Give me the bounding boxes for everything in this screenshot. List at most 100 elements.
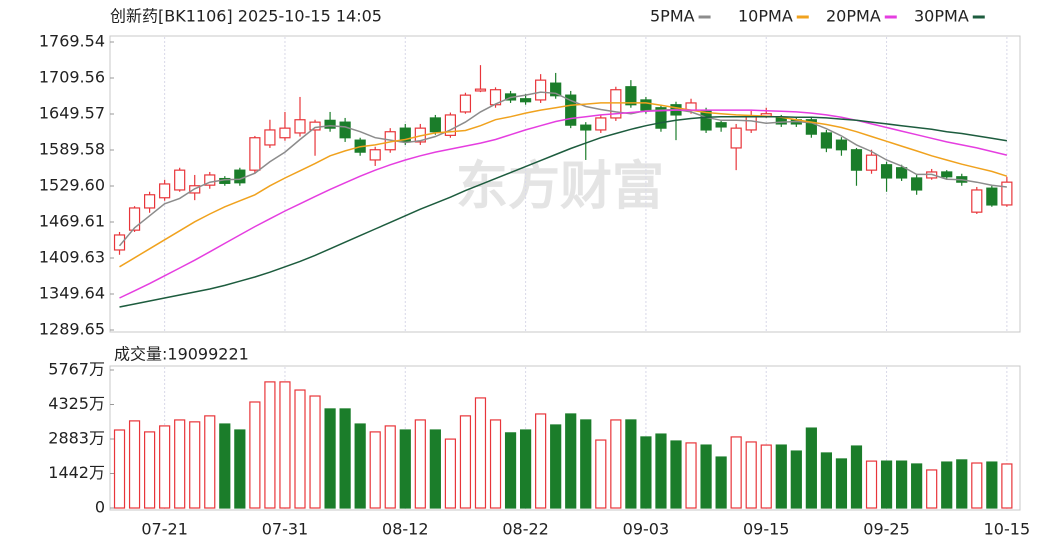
volume-bar — [760, 444, 772, 509]
candle-body — [264, 129, 276, 146]
candle-body — [730, 127, 742, 149]
volume-bar — [504, 432, 517, 509]
volume-bar — [745, 441, 757, 509]
volume-bar — [775, 444, 787, 509]
candle-body — [911, 177, 923, 191]
candle-body — [204, 174, 216, 186]
candle-body — [850, 149, 863, 171]
volume-bar — [384, 425, 396, 509]
x-tick-label: 10-15 — [984, 520, 1031, 539]
candle-body — [595, 117, 607, 131]
volume-bar — [700, 444, 712, 509]
volume-bar — [174, 419, 186, 509]
candle-body — [941, 171, 953, 178]
volume-bar — [1001, 463, 1013, 509]
volume-bar — [730, 436, 742, 509]
x-tick-label: 09-15 — [743, 520, 790, 539]
candle-body — [535, 79, 547, 101]
volume-bar — [880, 460, 893, 509]
y-tick-label: 5767万 — [48, 360, 105, 379]
volume-bar — [309, 395, 321, 509]
legend-label: 5PMA — [650, 7, 695, 26]
ma-line — [118, 91, 1007, 247]
candle-body — [174, 169, 186, 191]
volume-frame — [109, 365, 1021, 511]
volume-bar — [655, 433, 667, 509]
volume-bar — [264, 381, 276, 509]
candle-body — [625, 86, 637, 106]
candle-body — [294, 119, 306, 134]
legend-label: 20PMA — [826, 7, 881, 26]
volume-bar — [865, 460, 878, 509]
candle-body — [429, 117, 441, 133]
volume-bar — [941, 461, 953, 509]
candle-body — [279, 127, 291, 139]
y-tick-label: 0 — [95, 498, 105, 517]
volume-bar — [820, 452, 833, 509]
volume-bar — [414, 419, 426, 509]
candle-body — [128, 207, 141, 231]
volume-bar — [956, 459, 968, 509]
volume-bar — [369, 431, 381, 509]
volume-bar — [640, 436, 652, 509]
candle-body — [880, 164, 893, 179]
candle-body — [474, 88, 487, 92]
chart-title: 创新药[BK1106] 2025-10-15 14:05 — [110, 7, 382, 26]
volume-bar — [324, 408, 336, 509]
volume-bar — [474, 397, 487, 509]
volume-bar — [535, 413, 547, 509]
candle-body — [159, 183, 171, 199]
volume-bar — [550, 424, 562, 509]
volume-bar — [113, 429, 126, 509]
candle-body — [580, 124, 592, 131]
volume-bar — [399, 429, 411, 509]
candle-body — [339, 121, 351, 139]
volume-bar — [895, 460, 908, 509]
x-tick-label: 09-25 — [863, 520, 910, 539]
volume-bar — [519, 429, 532, 509]
candle-body — [640, 99, 652, 111]
volume-bar — [610, 419, 622, 509]
volume-bar — [294, 389, 306, 509]
candle-body — [610, 89, 622, 119]
y-tick-label: 1289.65 — [39, 320, 105, 339]
y-tick-label: 1649.57 — [39, 103, 105, 122]
y-tick-label: 1442万 — [48, 463, 105, 482]
volume-bar — [565, 413, 577, 509]
candle-body — [113, 234, 126, 251]
volume-bar — [715, 456, 727, 509]
volume-bar — [790, 450, 802, 509]
volume-bar — [850, 445, 863, 509]
volume-bar — [986, 461, 998, 509]
volume-bar — [459, 415, 472, 509]
candle-body — [550, 82, 562, 97]
candle-body — [234, 169, 246, 184]
volume-bar — [670, 440, 682, 509]
volume-bar — [911, 463, 923, 509]
volume-bar — [279, 381, 291, 509]
candle-body — [986, 187, 998, 206]
candle-body — [745, 116, 757, 131]
candle-body — [519, 98, 532, 103]
volume-bar — [219, 423, 231, 509]
y-tick-label: 4325万 — [48, 394, 105, 413]
y-tick-label: 1589.58 — [39, 140, 105, 159]
candle-body — [565, 94, 577, 126]
x-tick-label: 09-03 — [623, 520, 670, 539]
candle-body — [835, 139, 848, 151]
candle-body — [715, 122, 727, 128]
volume-bar — [805, 427, 817, 509]
candle-body — [309, 121, 321, 131]
x-tick-label: 07-21 — [141, 520, 188, 539]
volume-title: 成交量:19099221 — [114, 345, 249, 364]
candle-body — [895, 167, 908, 179]
candle-body — [369, 149, 381, 161]
x-tick-label: 08-22 — [502, 520, 549, 539]
y-tick-label: 2883万 — [48, 429, 105, 448]
y-tick-label: 1529.60 — [39, 175, 105, 194]
volume-bar — [128, 420, 141, 509]
candle-body — [971, 189, 983, 213]
candle-body — [865, 154, 878, 171]
price-frame — [109, 35, 1021, 333]
y-tick-label: 1709.56 — [39, 67, 105, 86]
